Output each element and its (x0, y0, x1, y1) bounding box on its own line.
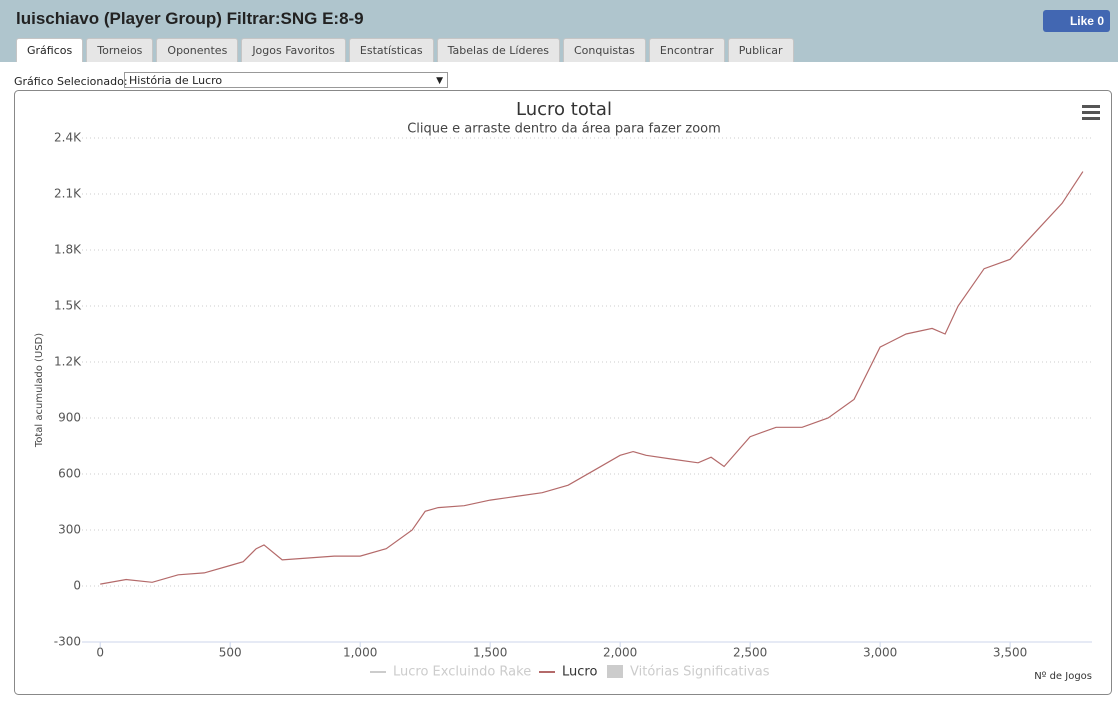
legend-item: Vitórias Significativas (630, 665, 770, 680)
y-tick-label: 1.2K (54, 355, 82, 369)
legend-marker (607, 665, 623, 678)
y-tick-label: 2.1K (54, 187, 82, 201)
legend-item: Lucro (562, 665, 597, 680)
tab[interactable]: Torneios (86, 38, 154, 62)
x-tick-label: 2,000 (603, 646, 637, 660)
tab[interactable]: Publicar (727, 38, 794, 62)
x-tick-label: 1,500 (473, 646, 507, 660)
y-tick-label: 600 (58, 467, 81, 481)
tab[interactable]: Jogos Favoritos (241, 38, 346, 62)
y-tick-label: -300 (54, 635, 81, 649)
y-tick-label: 0 (73, 579, 81, 593)
header: luischiavo (Player Group) Filtrar:SNG E:… (0, 0, 1118, 62)
y-tick-label: 2.4K (54, 131, 82, 145)
legend-item: Lucro Excluindo Rake (393, 665, 531, 680)
tab[interactable]: Conquistas (563, 38, 646, 62)
x-tick-label: 1,000 (343, 646, 377, 660)
x-axis-title: Nº de Jogos (1034, 671, 1092, 682)
chart-subtitle: Clique e arraste dentro da área para faz… (407, 122, 721, 137)
menu-icon[interactable] (1082, 105, 1100, 120)
x-tick-label: 500 (219, 646, 242, 660)
tab-bar: Gráficos Torneios Oponentes Jogos Favoritos… (16, 38, 794, 62)
menu-bar (1082, 105, 1100, 108)
chart-title: Lucro total (516, 99, 612, 120)
chart-select[interactable]: História de Lucro (124, 72, 448, 89)
menu-bar (1082, 117, 1100, 120)
tab[interactable]: Encontrar (648, 38, 725, 62)
y-axis-title: Total acumulado (USD) (34, 333, 45, 448)
page-title: luischiavo (Player Group) Filtrar:SNG E:… (16, 9, 364, 28)
like-button[interactable]: Like 0 (1043, 10, 1110, 32)
tab[interactable]: Tabelas de Líderes (436, 38, 560, 62)
y-tick-label: 300 (58, 523, 81, 537)
tab[interactable]: Gráficos (16, 38, 84, 62)
tab[interactable]: Oponentes (156, 38, 239, 62)
x-tick-label: 2,500 (733, 646, 767, 660)
profit-line (100, 171, 1084, 585)
x-tick-label: 0 (96, 646, 104, 660)
chart-frame (14, 90, 1112, 695)
y-tick-label: 1.5K (54, 299, 82, 313)
y-tick-label: 900 (58, 411, 81, 425)
selector-label: Gráfico Selecionado: (14, 75, 128, 88)
y-tick-label: 1.8K (54, 243, 82, 257)
menu-bar (1082, 111, 1100, 114)
x-tick-label: 3,000 (863, 646, 897, 660)
tab[interactable]: Estatísticas (348, 38, 434, 62)
x-tick-label: 3,500 (993, 646, 1027, 660)
